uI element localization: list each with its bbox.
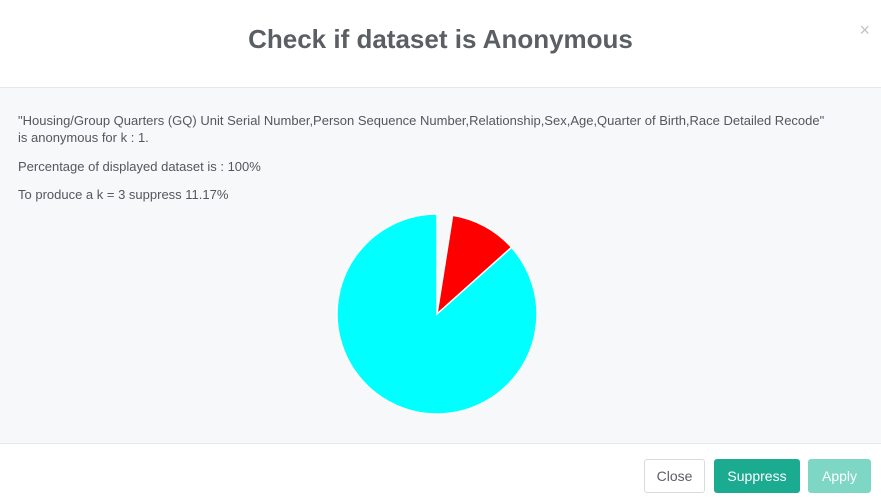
close-icon[interactable]: × bbox=[859, 20, 870, 40]
pie-slice-kept bbox=[336, 213, 538, 415]
suppress-text: To produce a k = 3 suppress 11.17% bbox=[18, 187, 229, 202]
modal-header: Check if dataset is Anonymous × bbox=[0, 0, 881, 88]
dialog-title: Check if dataset is Anonymous bbox=[248, 24, 633, 54]
modal-body: "Housing/Group Quarters (GQ) Unit Serial… bbox=[0, 88, 881, 444]
pie-slice-suppressed bbox=[435, 214, 513, 316]
k-result: is anonymous for k : 1. bbox=[18, 130, 149, 145]
modal-footer: Close Suppress Apply bbox=[0, 444, 881, 504]
anonymity-result: "Housing/Group Quarters (GQ) Unit Serial… bbox=[18, 112, 868, 146]
quasi-identifier-list: "Housing/Group Quarters (GQ) Unit Serial… bbox=[18, 113, 825, 128]
suppression-pie-chart bbox=[336, 213, 538, 415]
suppress-button[interactable]: Suppress bbox=[714, 459, 800, 493]
apply-button[interactable]: Apply bbox=[808, 459, 871, 493]
close-button[interactable]: Close bbox=[644, 459, 705, 493]
percentage-text: Percentage of displayed dataset is : 100… bbox=[18, 159, 261, 174]
